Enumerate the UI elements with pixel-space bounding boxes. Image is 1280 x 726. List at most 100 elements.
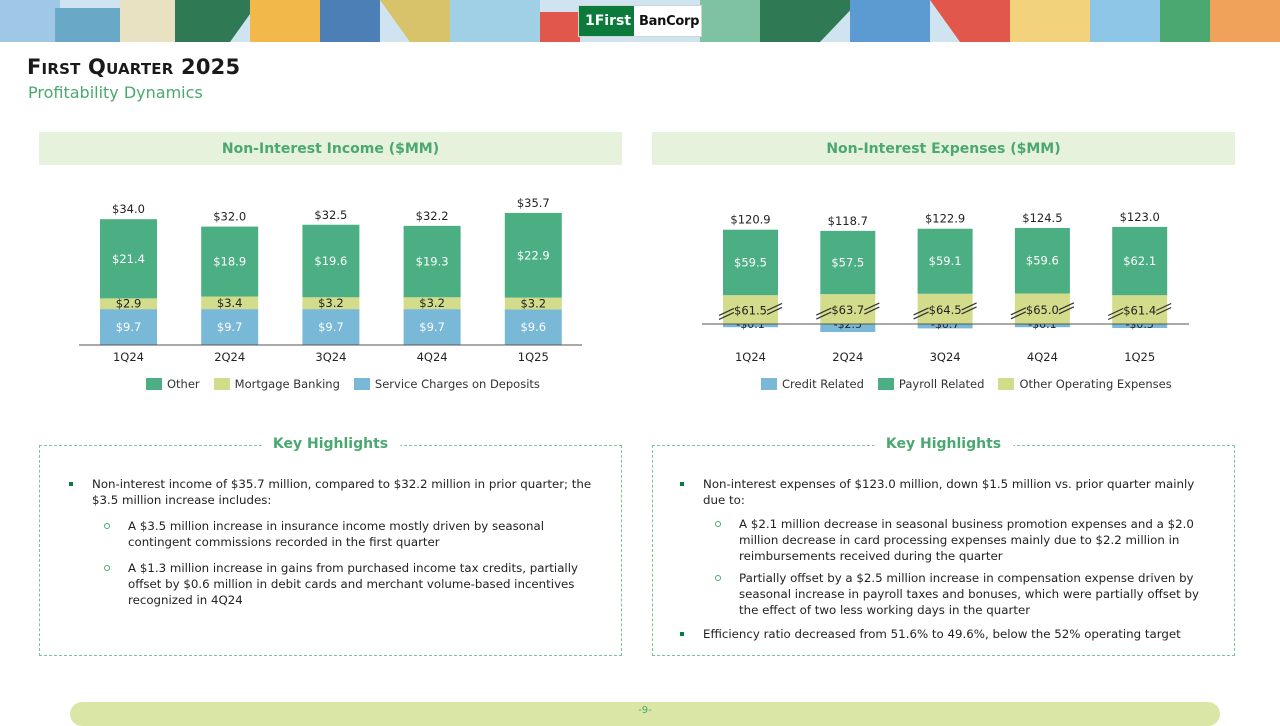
legend-swatch (877, 378, 894, 390)
bar-segment (100, 219, 157, 299)
bar-segment (504, 212, 562, 298)
highlight-bullet: Non-interest expenses of $123.0 million,… (677, 476, 1210, 508)
highlights-list: Non-interest income of $35.7 million, co… (66, 476, 595, 618)
income-highlights: Key Highlights Non-interest income of $3… (39, 436, 622, 656)
axis-break-mark (1107, 311, 1124, 321)
legend-label: Mortgage Banking (234, 377, 340, 391)
axis-break-mark (1155, 306, 1172, 316)
data-label: $9.7 (217, 320, 243, 334)
data-label: $21.4 (112, 252, 145, 266)
bar-segment (504, 297, 562, 310)
axis-break-mark (1058, 302, 1075, 311)
legend-item-mortgage: Mortgage Banking (213, 377, 340, 391)
x-tick-label: 3Q24 (930, 350, 961, 364)
highlights-list: Non-interest expenses of $123.0 million,… (677, 476, 1210, 652)
data-label: $9.7 (116, 320, 142, 334)
axis-break-mark (864, 302, 880, 311)
x-tick-label: 1Q25 (1124, 350, 1155, 364)
bar-segment (403, 309, 461, 345)
x-tick-label: 1Q25 (518, 350, 549, 364)
highlight-subbullet: A $1.3 million increase in gains from pu… (66, 560, 595, 608)
highlight-bullet: Efficiency ratio decreased from 51.6% to… (677, 626, 1210, 642)
bar-segment (201, 309, 259, 345)
bar-segment (201, 296, 259, 310)
expenses-chart: -$0.1$61.5$59.5$120.91Q24-$2.5$63.7$57.5… (652, 165, 1235, 370)
legend-item-other: Other (146, 377, 200, 391)
legend-swatch (146, 378, 162, 390)
bar-segment (403, 225, 461, 298)
bar-segment (403, 297, 461, 310)
total-label: $32.2 (416, 209, 449, 223)
data-label: $9.7 (419, 320, 445, 334)
expenses-chart-title: Non-Interest Expenses ($MM) (652, 132, 1235, 165)
x-tick-label: 1Q24 (113, 350, 144, 364)
legend-swatch (761, 378, 777, 390)
page-title: First Quarter 2025 (27, 55, 241, 79)
x-tick-label: 2Q24 (214, 350, 245, 364)
expenses-highlights: Key Highlights Non-interest expenses of … (652, 436, 1235, 656)
data-label: $9.6 (520, 320, 546, 334)
footer-bar: -9- (70, 702, 1220, 726)
data-label: $57.5 (831, 255, 864, 269)
x-tick-label: 3Q24 (315, 350, 346, 364)
logo-mark: 1First (579, 6, 635, 36)
total-label: $35.7 (517, 196, 550, 210)
legend-item-payroll: Payroll Related (877, 377, 984, 391)
total-label: $120.9 (730, 213, 770, 227)
axis-break-mark (1010, 311, 1027, 320)
data-label: $62.1 (1123, 254, 1156, 268)
axis-break-mark (816, 311, 832, 320)
legend-item-credit: Credit Related (761, 377, 864, 391)
total-label: $118.7 (828, 214, 868, 228)
bar-segment (1112, 324, 1168, 328)
axis-break-mark (961, 306, 977, 315)
x-tick-label: 1Q24 (735, 350, 766, 364)
data-label: $3.2 (419, 296, 445, 310)
legend-item-other-opex: Other Operating Expenses (998, 377, 1172, 391)
data-label: $3.4 (217, 296, 243, 310)
bar-segment (820, 230, 876, 295)
axis-break-mark (1107, 307, 1124, 317)
x-tick-label: 4Q24 (417, 350, 448, 364)
axis-break-mark (718, 307, 735, 317)
bar-segment (302, 224, 360, 298)
bar-segment (723, 324, 778, 328)
axis-break-mark (961, 302, 977, 311)
data-label: $3.2 (520, 297, 546, 311)
income-chart: $9.7 $2.9 $21.4 $34.0 1Q24 $9.7 $3.4 $18.9 $32.0… (39, 165, 622, 370)
bar-segment (201, 226, 259, 297)
total-label: $123.0 (1120, 210, 1160, 224)
axis-break-mark (1155, 302, 1172, 312)
total-label: $32.0 (213, 210, 246, 224)
axis-break-mark (913, 307, 929, 316)
highlights-title: Key Highlights (260, 436, 401, 452)
x-tick-label: 4Q24 (1027, 350, 1058, 364)
legend-label: Other Operating Expenses (1019, 377, 1172, 391)
company-logo: 1First BanCorp (578, 5, 702, 37)
bar-segment (1112, 226, 1168, 296)
bar-segment (820, 324, 876, 332)
bar-segment (1014, 227, 1070, 294)
highlight-subbullet: A $2.1 million decrease in seasonal busi… (677, 516, 1210, 564)
total-label: $122.9 (925, 212, 965, 226)
legend-item-service: Service Charges on Deposits (353, 377, 540, 391)
axis-break-mark (718, 311, 735, 321)
page-number: -9- (638, 705, 652, 716)
axis-break-mark (913, 311, 929, 320)
data-label: $61.5 (734, 304, 767, 318)
legend-label: Service Charges on Deposits (374, 377, 540, 391)
axis-break-mark (864, 306, 880, 315)
bar-segment (100, 309, 157, 345)
logo-text: BanCorp (639, 13, 700, 29)
data-label: $59.6 (1026, 254, 1059, 268)
x-tick-label: 2Q24 (832, 350, 863, 364)
income-legend: Other Mortgage Banking Service Charges o… (146, 377, 554, 391)
data-label: $22.9 (517, 248, 550, 262)
data-label: $64.5 (929, 303, 962, 317)
bar-segment (504, 309, 562, 345)
data-label: $9.7 (318, 320, 344, 334)
axis-break-mark (766, 302, 783, 312)
data-label: $19.6 (314, 254, 347, 268)
data-label: $65.0 (1026, 303, 1059, 317)
page-subtitle: Profitability Dynamics (28, 83, 203, 102)
